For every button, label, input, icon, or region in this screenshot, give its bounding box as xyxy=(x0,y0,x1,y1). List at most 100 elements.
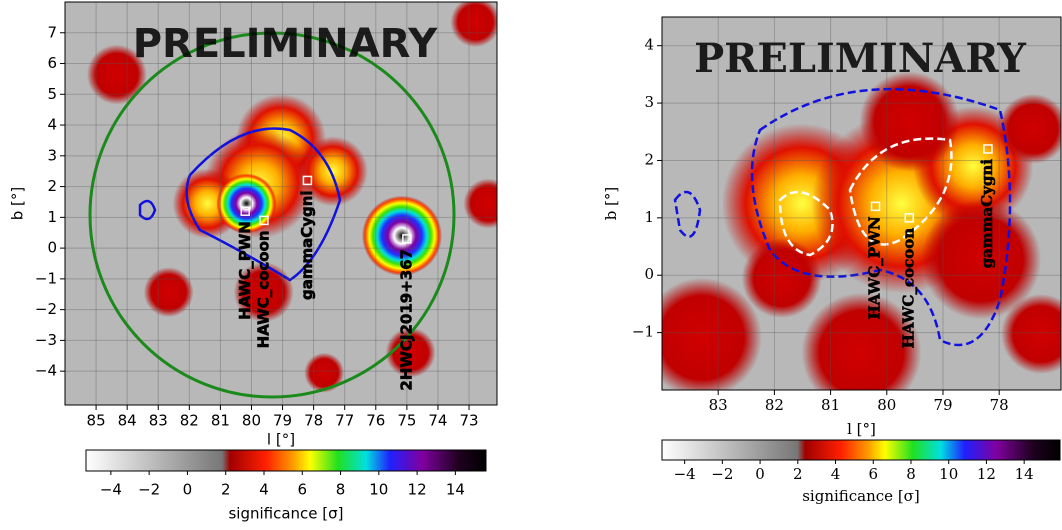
colorbar-tick-label: 4 xyxy=(831,465,841,483)
colorbar-tick-label: 0 xyxy=(183,481,193,499)
y-tick-label: 2 xyxy=(644,150,654,168)
map-blob xyxy=(921,199,1042,320)
y-axis-label: b [°] xyxy=(602,187,620,221)
contour xyxy=(750,87,1012,347)
colorbar-tick-label: −2 xyxy=(138,481,160,499)
y-tick-label: 3 xyxy=(644,93,654,111)
colorbar-tick-label: 14 xyxy=(446,481,465,499)
colorbar-tick-label: 6 xyxy=(297,481,307,499)
map-blob xyxy=(741,238,822,319)
source-marker xyxy=(904,213,915,223)
map-blob xyxy=(1001,294,1061,375)
y-tick-label: 0 xyxy=(47,239,57,257)
colorbar-tick-label: 2 xyxy=(221,481,231,499)
y-tick-label: 3 xyxy=(47,146,57,164)
x-tick-label: 73 xyxy=(459,412,478,430)
colorbar-tick-label: 6 xyxy=(868,465,878,483)
colorbar xyxy=(661,439,1061,461)
colorbar xyxy=(85,449,487,472)
y-tick-label: −1 xyxy=(632,323,654,341)
colorbar-tick-label: 0 xyxy=(755,465,765,483)
plot-frame xyxy=(64,1,498,406)
contour xyxy=(673,190,702,238)
source-label: HAWC_PWN xyxy=(236,221,254,320)
x-tick-label: 74 xyxy=(428,412,447,430)
map-blob xyxy=(463,178,497,229)
source-label: gammaCygni xyxy=(298,190,316,300)
region-circle xyxy=(88,31,456,399)
x-tick-label: 81 xyxy=(211,412,230,430)
y-tick-label: 4 xyxy=(47,116,57,134)
source-label: HAWC_cocoon xyxy=(254,230,272,348)
y-tick-label: −3 xyxy=(35,331,57,349)
map-blob xyxy=(859,71,960,172)
x-tick-label: 85 xyxy=(87,412,106,430)
map-blob xyxy=(450,2,497,48)
colorbar-tick-label: 4 xyxy=(259,481,269,499)
x-axis-label: l [°] xyxy=(847,420,876,438)
colorbar-tick-label: 14 xyxy=(1015,465,1034,483)
colorbar-tick-label: −2 xyxy=(711,465,733,483)
colorbar-tick-label: 12 xyxy=(408,481,427,499)
x-tick-label: 78 xyxy=(990,396,1009,414)
y-tick-label: 1 xyxy=(47,208,57,226)
x-tick-label: 82 xyxy=(180,412,199,430)
map: HAWC_PWN HAWC_cocoon gammaCygni PRELIMINARY xyxy=(662,17,1061,390)
x-tick-label: 77 xyxy=(335,412,354,430)
colorbar-tick-label: 12 xyxy=(977,465,996,483)
x-tick-label: 75 xyxy=(397,412,416,430)
x-tick-label: 76 xyxy=(366,412,385,430)
contour xyxy=(848,137,953,246)
source-marker xyxy=(302,175,313,186)
y-tick-label: 4 xyxy=(644,36,654,54)
plot-frame xyxy=(661,16,1062,391)
y-tick-label: −4 xyxy=(35,362,57,380)
map-blob xyxy=(998,93,1061,164)
map-blob xyxy=(143,267,194,318)
colorbar-label: significance [σ] xyxy=(228,505,343,523)
contour xyxy=(778,190,834,257)
panel: HAWC_PWN HAWC_cocoon gammaCygni 2HWCJ2019+3… xyxy=(9,1,498,523)
colorbar-tick-label: 8 xyxy=(336,481,346,499)
source-marker xyxy=(402,234,412,244)
map-blob xyxy=(662,277,762,390)
colorbar-tick-label: −4 xyxy=(674,465,696,483)
y-tick-label: 6 xyxy=(47,54,57,72)
map: HAWC_PWN HAWC_cocoon gammaCygni 2HWCJ2019+3… xyxy=(65,2,497,405)
map-blob xyxy=(216,173,277,234)
source-label: gammaCygni xyxy=(978,159,996,269)
y-tick-label: 2 xyxy=(47,177,57,195)
colorbar-tick-label: 2 xyxy=(793,465,803,483)
x-tick-label: 78 xyxy=(304,412,323,430)
x-tick-label: 82 xyxy=(765,396,784,414)
source-marker xyxy=(870,201,881,212)
colorbar-tick-label: 10 xyxy=(369,481,388,499)
contour xyxy=(185,127,342,282)
x-tick-label: 80 xyxy=(877,396,896,414)
x-tick-label: 84 xyxy=(118,412,137,430)
map-blob xyxy=(297,136,368,207)
source-marker xyxy=(240,206,251,216)
y-tick-label: 0 xyxy=(644,265,654,283)
y-tick-label: 1 xyxy=(644,208,654,226)
x-tick-label: 79 xyxy=(273,412,292,430)
source-marker xyxy=(259,215,269,226)
colorbar-tick-label: −4 xyxy=(100,481,122,499)
contour xyxy=(138,199,157,221)
map-blob xyxy=(361,195,442,276)
map-blob xyxy=(801,292,922,390)
panel: HAWC_PWN HAWC_cocoon gammaCygni PRELIMINARY… xyxy=(602,16,1062,505)
source-label: 2HWCJ2019+367 xyxy=(397,249,415,391)
annotation: PRELIMINARY xyxy=(694,35,1026,82)
x-tick-label: 80 xyxy=(242,412,261,430)
y-tick-label: 5 xyxy=(47,85,57,103)
x-tick-label: 83 xyxy=(149,412,168,430)
map-blob xyxy=(86,44,147,105)
source-label: HAWC_cocoon xyxy=(899,228,917,349)
map-blob xyxy=(233,262,294,323)
y-axis-label: b [°] xyxy=(9,187,27,221)
annotation: PRELIMINARY xyxy=(133,21,439,67)
map-blob xyxy=(304,352,345,393)
source-marker xyxy=(983,144,993,154)
